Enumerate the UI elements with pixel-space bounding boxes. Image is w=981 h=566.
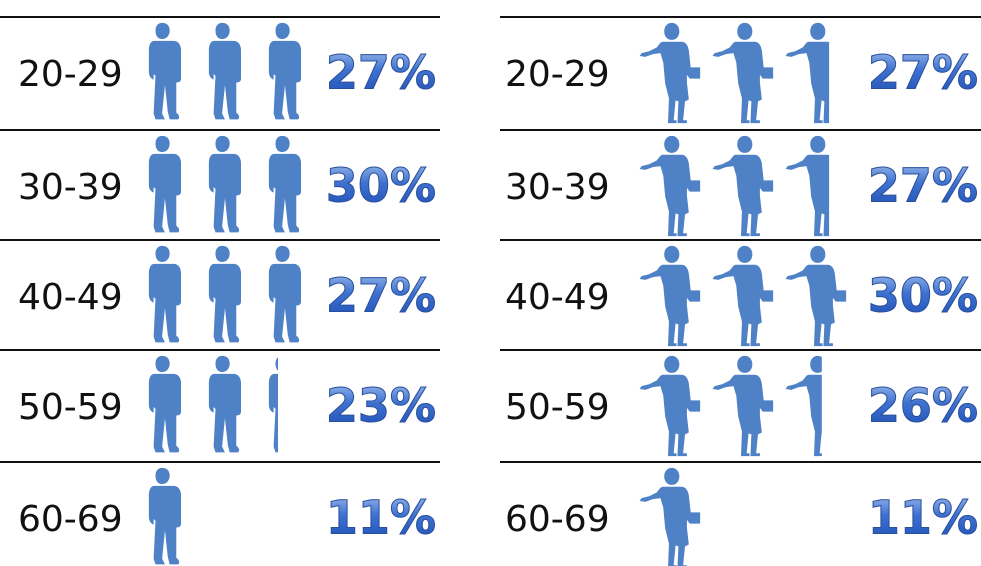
percent-label: 27%	[326, 269, 436, 323]
percent-label: 23%	[326, 379, 436, 433]
age-label: 30-39	[505, 167, 610, 208]
age-label: 20-29	[505, 54, 610, 95]
pictogram	[639, 135, 830, 237]
percent-label: 30%	[326, 159, 436, 213]
pictogram	[639, 467, 701, 566]
pictogram	[148, 355, 278, 453]
pictogram	[639, 355, 822, 457]
pictogram	[639, 245, 847, 347]
age-label: 40-49	[505, 277, 610, 318]
percent-label: 11%	[326, 491, 436, 545]
age-label: 40-49	[18, 277, 123, 318]
age-label: 50-59	[18, 387, 123, 428]
percent-label: 27%	[326, 46, 436, 100]
pictogram	[148, 245, 302, 343]
pictogram	[639, 22, 830, 124]
percent-label: 30%	[868, 269, 978, 323]
pictogram	[148, 135, 302, 233]
age-label: 30-39	[18, 167, 123, 208]
percent-label: 11%	[868, 491, 978, 545]
percent-label: 26%	[868, 379, 978, 433]
pictogram	[148, 22, 302, 120]
age-label: 60-69	[18, 499, 123, 540]
panel: 20-29 27% 30-39 30% 40-49 27% 50-59 23% 60-69 11%	[0, 16, 440, 565]
age-label: 20-29	[18, 54, 123, 95]
age-label: 50-59	[505, 387, 610, 428]
pictogram	[148, 467, 182, 565]
age-label: 60-69	[505, 499, 610, 540]
percent-label: 27%	[868, 46, 978, 100]
percent-label: 27%	[868, 159, 978, 213]
panel: 20-29 27% 30-39 27% 40-49 30% 50-59 26% 60-69 11%	[500, 16, 981, 566]
